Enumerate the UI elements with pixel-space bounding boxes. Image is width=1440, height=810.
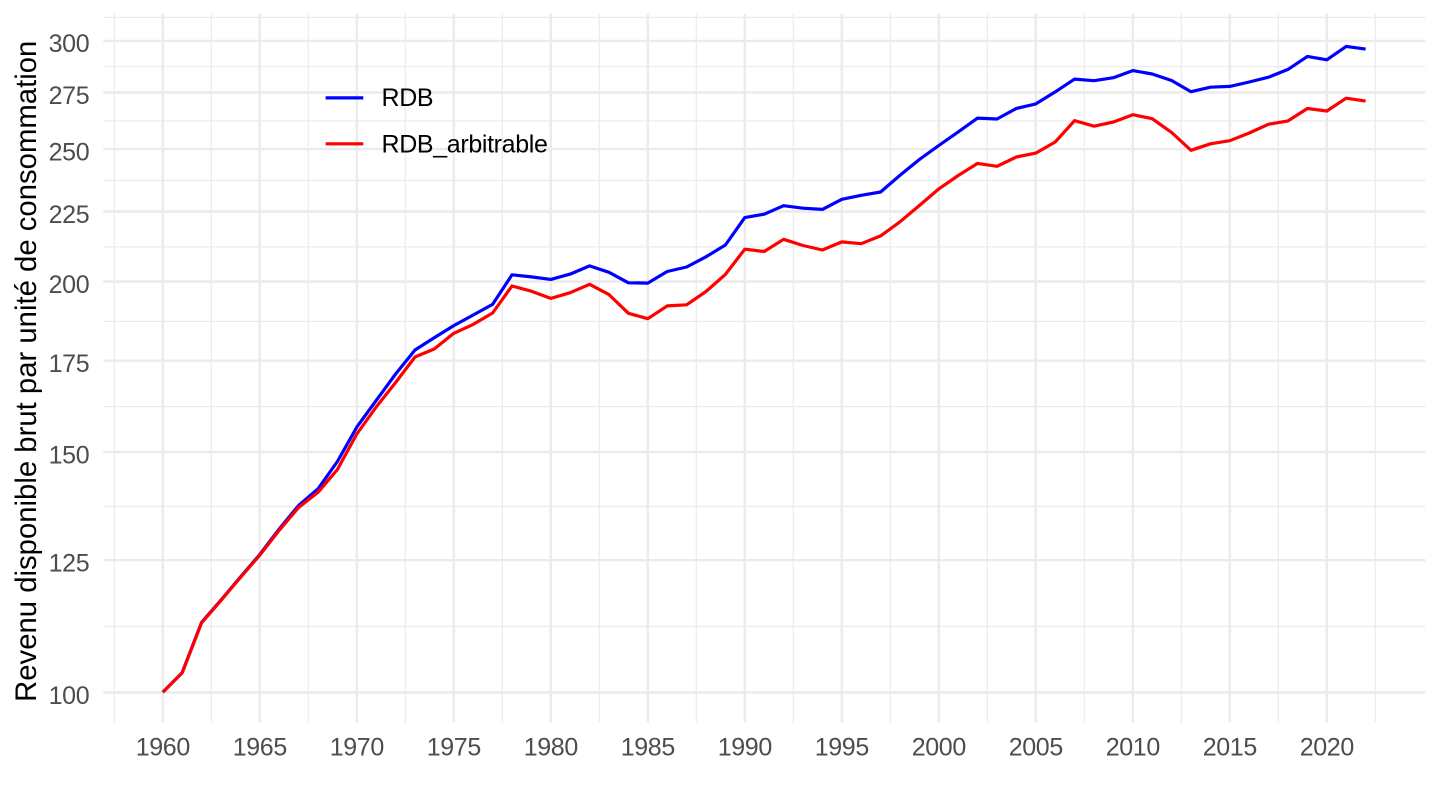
svg-text:275: 275 (49, 82, 90, 110)
svg-text:1995: 1995 (815, 734, 869, 762)
svg-text:100: 100 (49, 682, 90, 710)
svg-text:250: 250 (49, 138, 90, 166)
svg-text:200: 200 (49, 271, 90, 299)
svg-text:2015: 2015 (1203, 734, 1257, 762)
svg-text:225: 225 (49, 201, 90, 229)
svg-text:Revenu disponible brut par uni: Revenu disponible brut par unité de cons… (10, 41, 43, 702)
svg-text:1980: 1980 (524, 734, 578, 762)
svg-text:2020: 2020 (1300, 734, 1354, 762)
svg-text:1975: 1975 (427, 734, 481, 762)
svg-text:175: 175 (49, 350, 90, 378)
svg-text:RDB_arbitrable: RDB_arbitrable (382, 131, 548, 159)
svg-text:1965: 1965 (233, 734, 287, 762)
svg-text:1985: 1985 (621, 734, 675, 762)
svg-text:150: 150 (49, 441, 90, 469)
svg-text:1990: 1990 (718, 734, 772, 762)
svg-text:1960: 1960 (136, 734, 190, 762)
svg-text:300: 300 (49, 30, 90, 58)
svg-text:125: 125 (49, 550, 90, 578)
svg-text:2010: 2010 (1106, 734, 1160, 762)
svg-text:RDB: RDB (382, 84, 434, 112)
svg-text:1970: 1970 (330, 734, 384, 762)
svg-text:2000: 2000 (912, 734, 966, 762)
svg-text:2005: 2005 (1009, 734, 1063, 762)
